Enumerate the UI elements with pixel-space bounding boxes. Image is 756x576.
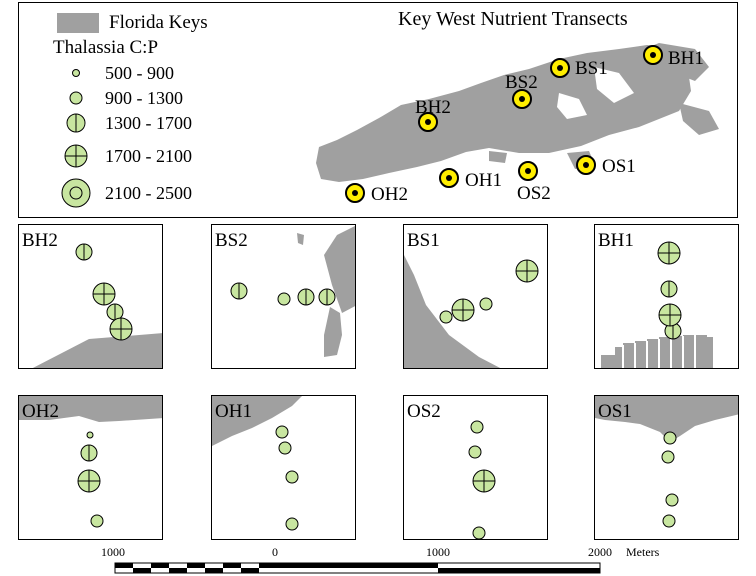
station-markers <box>345 45 663 203</box>
legend-symbol-1700-2100 <box>64 144 88 168</box>
station-label-bs1: BS1 <box>575 58 608 79</box>
station-label-bh2: BH2 <box>415 97 451 118</box>
overview-map: Key West Nutrient Transects Florida Keys… <box>18 2 738 218</box>
scale-label-1000-right: 1000 <box>426 545 450 559</box>
legend-class-5: 2100 - 2500 <box>105 183 192 203</box>
station-marker-bs1 <box>550 58 570 78</box>
legend-land-label: Florida Keys <box>109 12 208 33</box>
panel-bh1: BH1 <box>594 224 739 369</box>
land-swatch <box>57 13 99 33</box>
legend-symbol-2100-2500 <box>61 178 91 208</box>
legend-class-2: 900 - 1300 <box>105 88 183 108</box>
scale-label-1000-left: 1000 <box>101 545 125 559</box>
map-title: Key West Nutrient Transects <box>398 8 628 30</box>
panel-os1: OS1 <box>594 395 739 540</box>
scale-unit: Meters <box>626 545 660 559</box>
station-marker-bh1 <box>643 45 663 65</box>
panel-label-os2: OS2 <box>407 401 441 422</box>
panel-bh2: BH2 <box>18 224 163 369</box>
scale-label-2000: 2000 <box>588 545 612 559</box>
station-label-bs2: BS2 <box>505 72 538 93</box>
panel-label-bh1: BH1 <box>598 230 634 251</box>
panel-label-bs1: BS1 <box>407 230 440 251</box>
panel-label-os1: OS1 <box>598 401 632 422</box>
station-marker-os2 <box>518 161 538 181</box>
station-marker-oh2 <box>345 183 365 203</box>
panel-bs2: BS2 <box>211 224 356 369</box>
overview-land <box>316 43 719 182</box>
station-marker-oh1 <box>439 168 459 188</box>
legend-symbol-900-1300 <box>69 91 83 105</box>
station-marker-bs2 <box>512 89 532 109</box>
station-label-oh1: OH1 <box>465 170 502 191</box>
panel-label-bh2: BH2 <box>22 230 58 251</box>
station-marker-bh2 <box>418 112 438 132</box>
legend-symbol-1300-1700 <box>66 113 86 133</box>
panel-oh1: OH1 <box>211 395 356 540</box>
legend-title: Thalassia C:P <box>53 37 159 58</box>
legend-class-3: 1300 - 1700 <box>105 113 192 133</box>
panel-os2: OS2 <box>403 395 548 540</box>
station-label-os2: OS2 <box>517 183 551 204</box>
panel-label-oh1: OH1 <box>215 401 252 422</box>
legend-symbol-500-900 <box>72 69 80 77</box>
scale-bar-segments <box>114 562 601 574</box>
panel-label-bs2: BS2 <box>215 230 248 251</box>
panel-label-oh2: OH2 <box>22 401 59 422</box>
legend-class-1: 500 - 900 <box>105 63 174 83</box>
panel-oh2: OH2 <box>18 395 163 540</box>
station-marker-os1 <box>576 155 596 175</box>
station-label-oh2: OH2 <box>371 184 408 205</box>
station-label-os1: OS1 <box>602 156 636 177</box>
station-label-bh1: BH1 <box>668 48 704 69</box>
scale-label-0: 0 <box>272 545 278 559</box>
legend-class-4: 1700 - 2100 <box>105 146 192 166</box>
panel-bs1: BS1 <box>403 224 548 369</box>
